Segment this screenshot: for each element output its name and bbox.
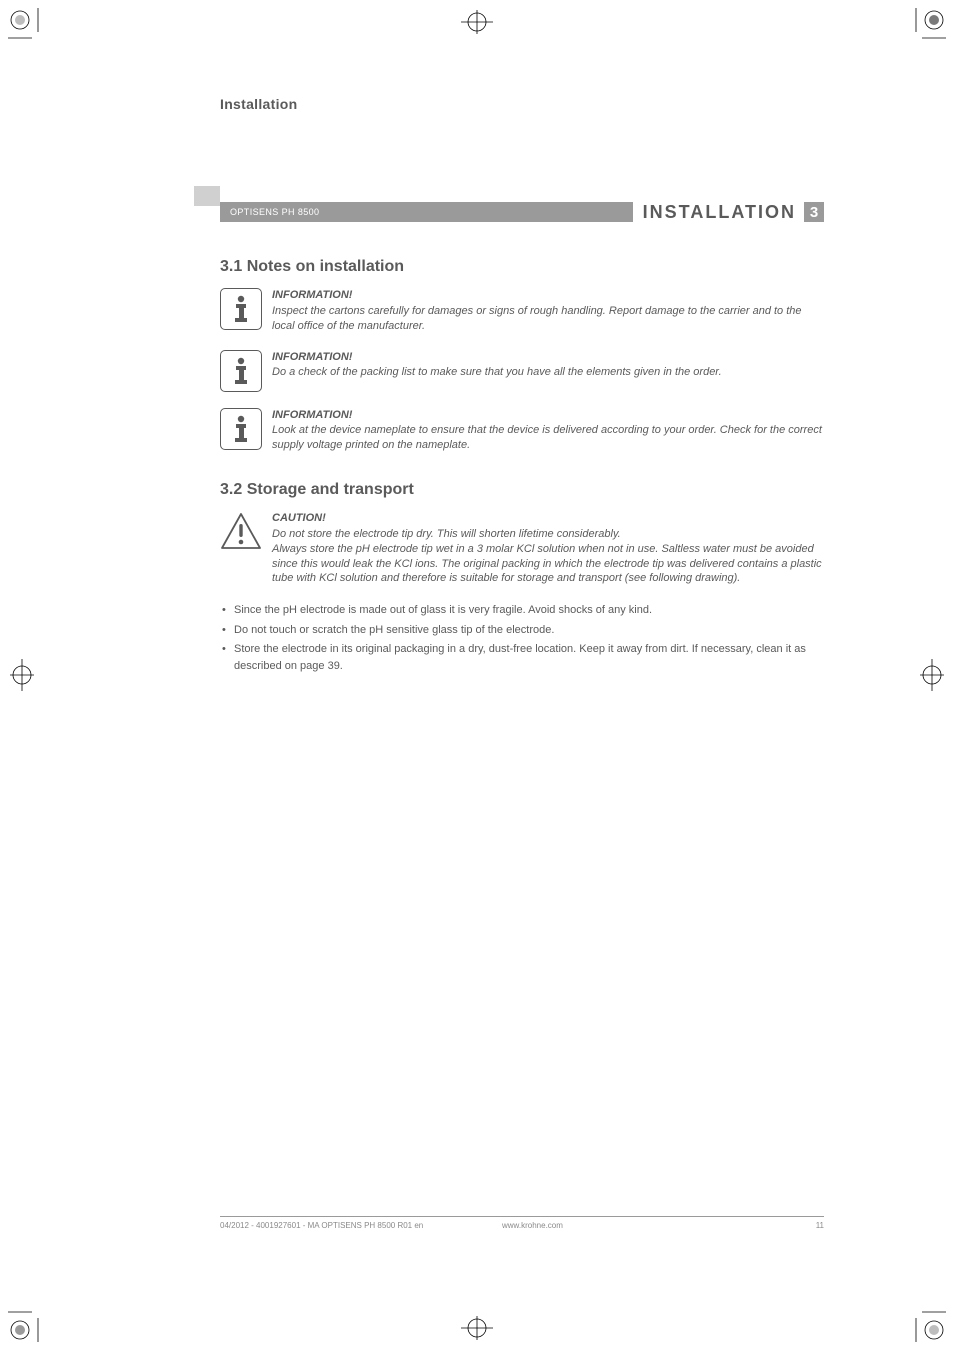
page: Installation OPTISENS PH 8500 INSTALLATI… xyxy=(0,0,954,1350)
caution-line1: Do not store the electrode tip dry. This… xyxy=(272,528,621,540)
footer-page: 11 xyxy=(784,1221,824,1230)
info-icon xyxy=(220,288,262,330)
caution-icon xyxy=(220,511,262,553)
notice-title: INFORMATION! xyxy=(272,408,824,423)
registration-right xyxy=(918,653,946,697)
section-3-2-heading: 3.2 Storage and transport xyxy=(220,481,824,499)
info-notice: INFORMATION! Do a check of the packing l… xyxy=(220,350,824,392)
notice-text: Do not store the electrode tip dry. This… xyxy=(272,527,824,586)
crop-mark-br xyxy=(902,1298,946,1342)
crop-mark-tr xyxy=(902,8,946,52)
footer-center: www.krohne.com xyxy=(502,1221,784,1230)
list-item: Since the pH electrode is made out of gl… xyxy=(220,602,824,619)
info-notice: INFORMATION! Look at the device nameplat… xyxy=(220,408,824,454)
notice-text: Do a check of the packing list to make s… xyxy=(272,365,824,380)
registration-top xyxy=(455,8,499,36)
notice-title: INFORMATION! xyxy=(272,350,824,365)
list-item: Store the electrode in its original pack… xyxy=(220,641,824,674)
product-code: OPTISENS PH 8500 xyxy=(220,202,329,222)
caution-notice: CAUTION! Do not store the electrode tip … xyxy=(220,511,824,586)
notice-title: INFORMATION! xyxy=(272,288,824,303)
chapter-label: Installation xyxy=(220,96,824,112)
info-icon xyxy=(220,350,262,392)
footer: 04/2012 - 4001927601 - MA OPTISENS PH 85… xyxy=(220,1216,824,1230)
crop-mark-tl xyxy=(8,8,52,52)
header-bar: OPTISENS PH 8500 INSTALLATION 3 xyxy=(220,202,824,222)
list-item: Do not touch or scratch the pH sensitive… xyxy=(220,622,824,639)
footer-left: 04/2012 - 4001927601 - MA OPTISENS PH 85… xyxy=(220,1221,502,1230)
registration-left xyxy=(8,653,36,697)
content-area: Installation OPTISENS PH 8500 INSTALLATI… xyxy=(220,96,824,677)
notice-text: Inspect the cartons carefully for damage… xyxy=(272,304,824,334)
bullet-list: Since the pH electrode is made out of gl… xyxy=(220,602,824,674)
crop-mark-bl xyxy=(8,1298,52,1342)
registration-bottom xyxy=(455,1314,499,1342)
header-number: 3 xyxy=(804,202,824,222)
section-3-1-heading: 3.1 Notes on installation xyxy=(220,258,824,276)
header-fill xyxy=(329,202,632,222)
info-icon xyxy=(220,408,262,450)
notice-text: Look at the device nameplate to ensure t… xyxy=(272,423,824,453)
info-notice: INFORMATION! Inspect the cartons careful… xyxy=(220,288,824,334)
notice-title: CAUTION! xyxy=(272,511,824,526)
caution-line2: Always store the pH electrode tip wet in… xyxy=(272,543,822,585)
header-title: INSTALLATION xyxy=(633,202,796,222)
header-leading-bar xyxy=(194,186,220,206)
